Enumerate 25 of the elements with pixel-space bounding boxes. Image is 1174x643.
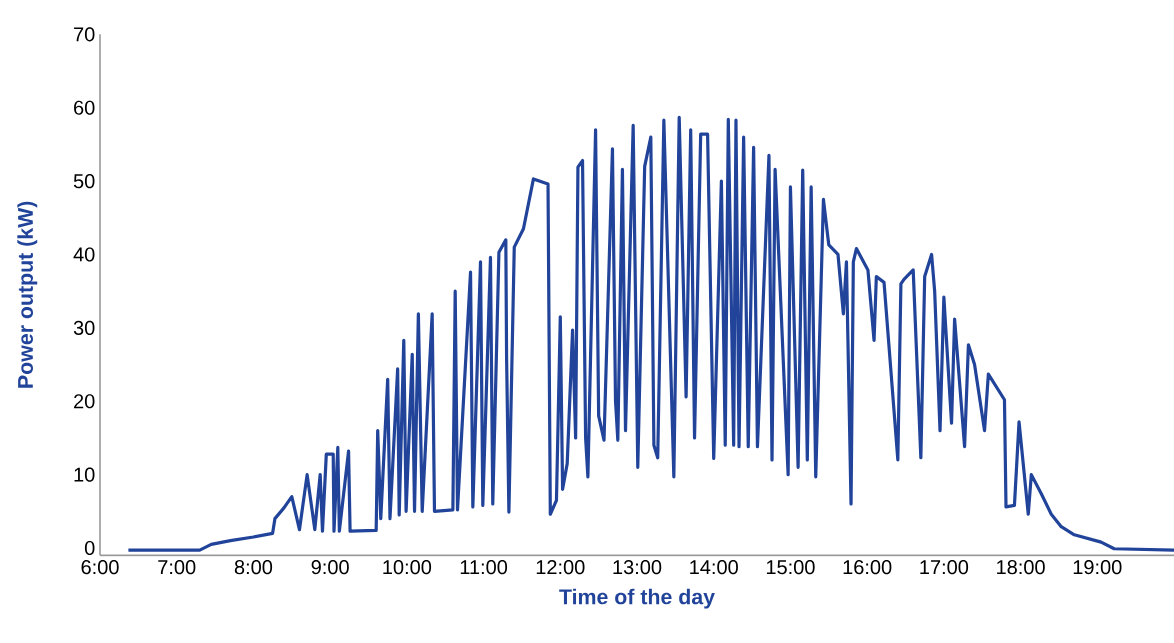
x-tick-label: 7:00 bbox=[158, 560, 196, 575]
y-tick-label: 0 bbox=[84, 540, 95, 556]
x-tick-label: 14:00 bbox=[690, 560, 738, 575]
x-tick-label: 12:00 bbox=[536, 560, 585, 575]
x-tick-label: 10:00 bbox=[383, 560, 432, 575]
y-tick-label: 70 bbox=[74, 27, 95, 42]
line-series bbox=[126, 115, 1174, 552]
x-axis-title: Time of the day bbox=[559, 588, 715, 609]
x-tick-label: 16:00 bbox=[843, 560, 892, 575]
y-tick-label: 40 bbox=[73, 247, 95, 262]
y-tick-label: 20 bbox=[74, 394, 95, 409]
y-axis-title: Power output (kW) bbox=[17, 201, 38, 388]
y-tick-label: 60 bbox=[74, 100, 95, 115]
x-tick-label: 15:00 bbox=[766, 560, 815, 575]
x-tick-label: 6:00 bbox=[81, 560, 119, 575]
x-tick-label: 18:00 bbox=[997, 560, 1045, 575]
x-tick-label: 9:00 bbox=[311, 560, 349, 575]
x-tick-label: 11:00 bbox=[460, 560, 508, 575]
x-tick-label: 13:00 bbox=[613, 560, 662, 575]
y-tick-label: 50 bbox=[73, 174, 95, 189]
x-tick-label: 8:00 bbox=[234, 560, 273, 575]
x-tick-label: 19:00 bbox=[1073, 560, 1122, 575]
x-tick-label: 17:00 bbox=[920, 560, 969, 575]
y-tick-label: 10 bbox=[74, 467, 95, 482]
y-tick-label: 30 bbox=[73, 320, 95, 335]
